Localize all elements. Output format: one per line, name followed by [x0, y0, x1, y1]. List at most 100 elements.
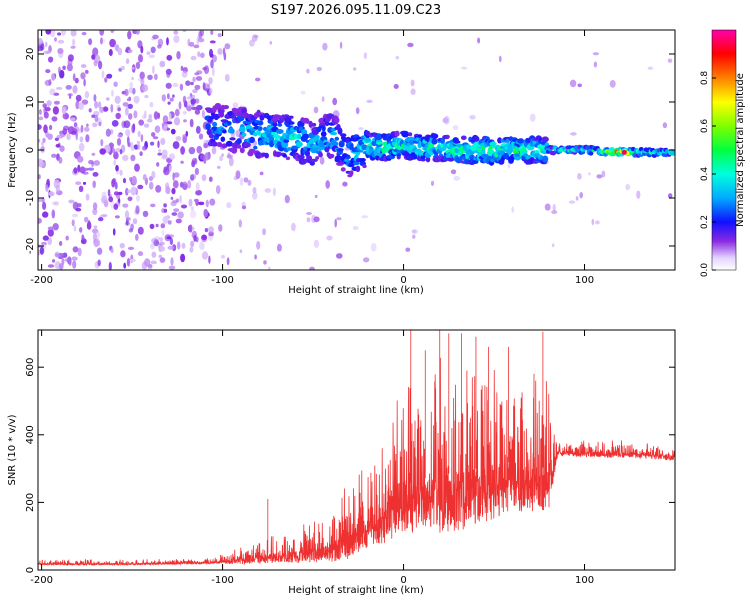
noise-blob: [412, 234, 416, 239]
ridge-blob: [237, 144, 242, 149]
ridge-blob: [320, 131, 327, 137]
noise-blob: [208, 255, 211, 264]
noise-blob: [193, 234, 197, 242]
noise-blob: [169, 237, 174, 245]
ridge-blob: [331, 141, 339, 147]
ridge-blob: [212, 121, 218, 127]
noise-blob: [189, 246, 194, 253]
noise-blob: [198, 38, 205, 43]
noise-blob: [71, 130, 77, 136]
ridge-blob: [420, 158, 426, 162]
noise-blob: [168, 265, 176, 270]
noise-blob: [239, 249, 243, 254]
noise-blob: [319, 156, 325, 165]
noise-blob: [122, 102, 129, 107]
noise-blob: [569, 79, 577, 88]
ridge-blob: [505, 138, 510, 143]
noise-blob: [131, 124, 136, 134]
noise-blob: [336, 217, 342, 221]
noise-blob: [166, 37, 169, 46]
noise-blob: [194, 167, 199, 175]
noise-blob: [96, 247, 103, 255]
noise-blob: [204, 152, 210, 161]
noise-blob: [72, 246, 79, 253]
noise-blob: [195, 189, 203, 196]
noise-blob: [55, 143, 61, 148]
noise-blob: [259, 171, 264, 176]
noise-blob: [217, 165, 221, 169]
noise-blob: [71, 256, 78, 261]
noise-blob: [68, 199, 75, 204]
noise-blob: [79, 227, 83, 233]
noise-blob: [452, 125, 459, 131]
x-tick-label: 100: [575, 275, 594, 286]
ridge-blob: [362, 164, 367, 169]
noise-blob: [47, 226, 55, 231]
noise-blob: [52, 259, 56, 263]
noise-blob: [111, 89, 114, 97]
y-tick-label: 200: [25, 493, 36, 512]
ridge-blob: [447, 157, 455, 162]
noise-blob: [133, 95, 140, 104]
ridge-blob: [309, 161, 315, 166]
noise-blob: [169, 97, 174, 102]
noise-blob: [152, 136, 159, 140]
noise-blob: [122, 203, 129, 208]
noise-blob: [189, 118, 194, 128]
noise-blob: [212, 54, 217, 63]
noise-blob: [269, 41, 273, 45]
noise-blob: [130, 186, 137, 196]
ridge-blob: [671, 151, 675, 156]
ridge-blob: [305, 119, 310, 124]
noise-blob: [172, 199, 178, 204]
noise-blob: [243, 177, 249, 183]
noise-blob: [134, 163, 140, 172]
noise-blob: [57, 32, 62, 36]
noise-blob: [117, 47, 123, 56]
ridge-blob: [348, 162, 355, 168]
ridge-blob: [210, 141, 219, 147]
noise-blob: [196, 36, 200, 45]
ridge-blob: [285, 156, 291, 161]
noise-blob: [128, 87, 133, 94]
noise-blob: [313, 239, 320, 248]
noise-blob: [42, 137, 46, 143]
noise-blob: [122, 154, 129, 161]
ridge-blob: [283, 139, 290, 143]
noise-blob: [72, 38, 76, 46]
noise-blob: [203, 158, 207, 164]
noise-blob: [193, 198, 199, 203]
x-tick-label: 0: [400, 275, 406, 286]
ridge-blob: [353, 161, 360, 166]
snr-x-ticks: -200 -100 0 100: [30, 330, 594, 586]
noise-blob: [159, 246, 165, 252]
noise-blob: [113, 203, 119, 210]
noise-blob: [159, 241, 165, 246]
ridge-blob: [334, 136, 340, 141]
ridge-blob: [295, 141, 303, 148]
noise-blob: [93, 225, 98, 229]
noise-blob: [126, 217, 131, 221]
noise-blob: [128, 113, 133, 120]
noise-blob: [188, 146, 196, 155]
ridge-blob: [430, 133, 439, 139]
noise-blob: [48, 191, 56, 197]
noise-blob: [155, 185, 162, 193]
noise-blob: [92, 233, 97, 241]
noise-blob: [157, 152, 162, 156]
noise-blob: [196, 145, 203, 154]
noise-blob: [54, 201, 59, 206]
noise-blob: [85, 69, 89, 74]
ridge-blob: [275, 151, 282, 158]
noise-blob: [209, 87, 213, 95]
ridge-blob: [268, 140, 275, 148]
noise-blob: [141, 84, 149, 92]
noise-blob: [192, 76, 196, 82]
colorbar-gradient: [711, 29, 737, 271]
ridge-blob: [588, 151, 594, 156]
noise-blob: [75, 94, 82, 102]
colorbar-ticks: 0.0 0.2 0.4 0.6 0.8: [700, 71, 716, 277]
noise-blob: [75, 133, 78, 141]
noise-blob: [395, 56, 400, 60]
noise-blob: [405, 247, 411, 252]
